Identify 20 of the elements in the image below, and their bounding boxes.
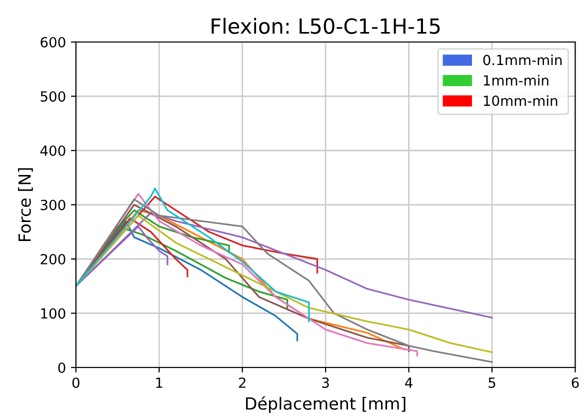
legend-label: 0.1mm-min xyxy=(483,54,562,66)
x-tick-label: 4 xyxy=(405,378,412,388)
x-axis-title: Déplacement [mm] xyxy=(246,396,406,414)
x-tick-label: 3 xyxy=(322,377,329,388)
x-tick-label: 1 xyxy=(156,378,162,388)
y-tick-label: 300 xyxy=(40,200,66,210)
y-tick-label: 100 xyxy=(41,308,66,319)
x-tick-label: 5 xyxy=(488,378,496,388)
y-tick-label: 400 xyxy=(40,145,66,156)
x-tick-label: 2 xyxy=(238,377,246,388)
y-tick-label: 600 xyxy=(40,36,66,48)
y-tick-label: 200 xyxy=(40,254,66,264)
y-tick-label: 0 xyxy=(58,362,66,373)
x-tick-label: 0 xyxy=(72,377,80,388)
legend-label: 1mm-min xyxy=(484,74,548,86)
y-axis-title: Force [N] xyxy=(18,168,33,242)
y-tick-label: 500 xyxy=(40,91,66,102)
x-tick-label: 6 xyxy=(572,377,579,388)
legend-label: 10mm-min xyxy=(484,95,558,106)
chart-title: Flexion: L50-C1-1H-15 xyxy=(212,18,440,34)
